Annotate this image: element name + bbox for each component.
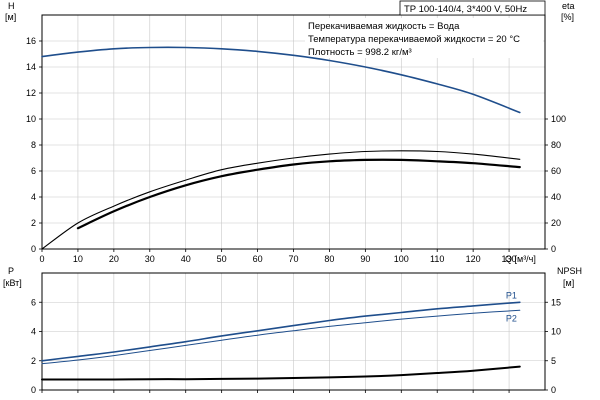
right-tick-label: 5 — [551, 356, 556, 366]
left-tick-label: 10 — [26, 114, 36, 124]
series-label: P2 — [506, 313, 517, 323]
x-tick-label: 70 — [288, 254, 298, 264]
pump-model-box — [399, 0, 546, 16]
left-tick-label: 4 — [31, 327, 36, 337]
left-tick-label: 8 — [31, 140, 36, 150]
x-tick-label: 0 — [39, 254, 44, 264]
info-line-fluid: Перекачиваемая жидкость = Вода — [308, 21, 460, 32]
right-tick-label: 0 — [551, 385, 556, 395]
left-tick-label: 12 — [26, 88, 36, 98]
x-tick-label: 130 — [502, 254, 517, 264]
left-tick-label: 4 — [31, 192, 36, 202]
x-tick-label: 50 — [217, 254, 227, 264]
x-tick-label: 100 — [394, 254, 409, 264]
left-tick-label: 6 — [31, 297, 36, 307]
top-left-axis-label-line1: H — [8, 1, 15, 11]
bottom-tick-labels: 0 2 4 6 0 5 10 15 — [31, 297, 561, 395]
top-right-axis-label-line2: [%] — [561, 12, 574, 22]
top-series-group — [41, 46, 521, 250]
top-right-axis-label-line1: eta — [562, 1, 575, 11]
left-tick-label: 2 — [31, 356, 36, 366]
x-axis-label: Q [м³/ч] — [505, 254, 536, 264]
right-tick-label: 60 — [551, 166, 561, 176]
x-tick-label: 120 — [466, 254, 481, 264]
series-line-0-0 — [41, 46, 521, 114]
x-tick-label: 40 — [181, 254, 191, 264]
left-tick-label: 2 — [31, 218, 36, 228]
series-label: P1 — [506, 290, 517, 300]
series-line-1-0 — [41, 301, 521, 362]
x-tick-label: 10 — [73, 254, 83, 264]
left-tick-label: 0 — [31, 244, 36, 254]
left-tick-label: 14 — [26, 62, 36, 72]
left-tick-label: 16 — [26, 36, 36, 46]
top-left-axis-label-line2: [м] — [5, 12, 16, 22]
x-tick-label: 90 — [360, 254, 370, 264]
right-tick-label: 10 — [551, 327, 561, 337]
x-tick-label: 20 — [109, 254, 119, 264]
right-tick-label: 80 — [551, 140, 561, 150]
bottom-series-group: P1 P2 — [41, 290, 521, 381]
bottom-left-axis-label-line1: P — [8, 266, 14, 276]
info-line-density: Плотность = 998.2 кг/м³ — [308, 47, 412, 58]
right-tick-label: 40 — [551, 192, 561, 202]
info-backdrop — [305, 18, 543, 58]
x-tick-label: 80 — [324, 254, 334, 264]
x-tick-label: 30 — [145, 254, 155, 264]
bottom-left-axis-label-line2: [кВт] — [3, 278, 22, 288]
series-line-0-2 — [76, 158, 521, 230]
right-tick-label: 15 — [551, 297, 561, 307]
right-tick-label: 100 — [551, 114, 566, 124]
bottom-right-axis-label-line1: NPSH — [557, 266, 582, 276]
x-tick-label: 110 — [430, 254, 444, 264]
bottom-right-axis-label-line2: [м] — [563, 278, 574, 288]
series-line-1-2 — [41, 365, 521, 381]
x-tick-label: 60 — [253, 254, 263, 264]
series-line-0-1 — [41, 150, 521, 250]
series-line-1-1 — [41, 309, 521, 365]
left-tick-label: 0 — [31, 385, 36, 395]
left-tick-label: 6 — [31, 166, 36, 176]
info-line-temperature: Температура перекачиваемой жидкости = 20… — [308, 34, 520, 45]
bottom-plot-grid — [41, 273, 545, 391]
right-tick-label: 20 — [551, 218, 561, 228]
pump-model-label: TP 100-140/4, 3*400 V, 50Hz — [404, 4, 527, 15]
right-tick-label: 0 — [551, 244, 556, 254]
top-tick-labels: 0 10 20 30 40 50 60 70 80 90 100 110 120 130024681012… — [26, 36, 566, 264]
